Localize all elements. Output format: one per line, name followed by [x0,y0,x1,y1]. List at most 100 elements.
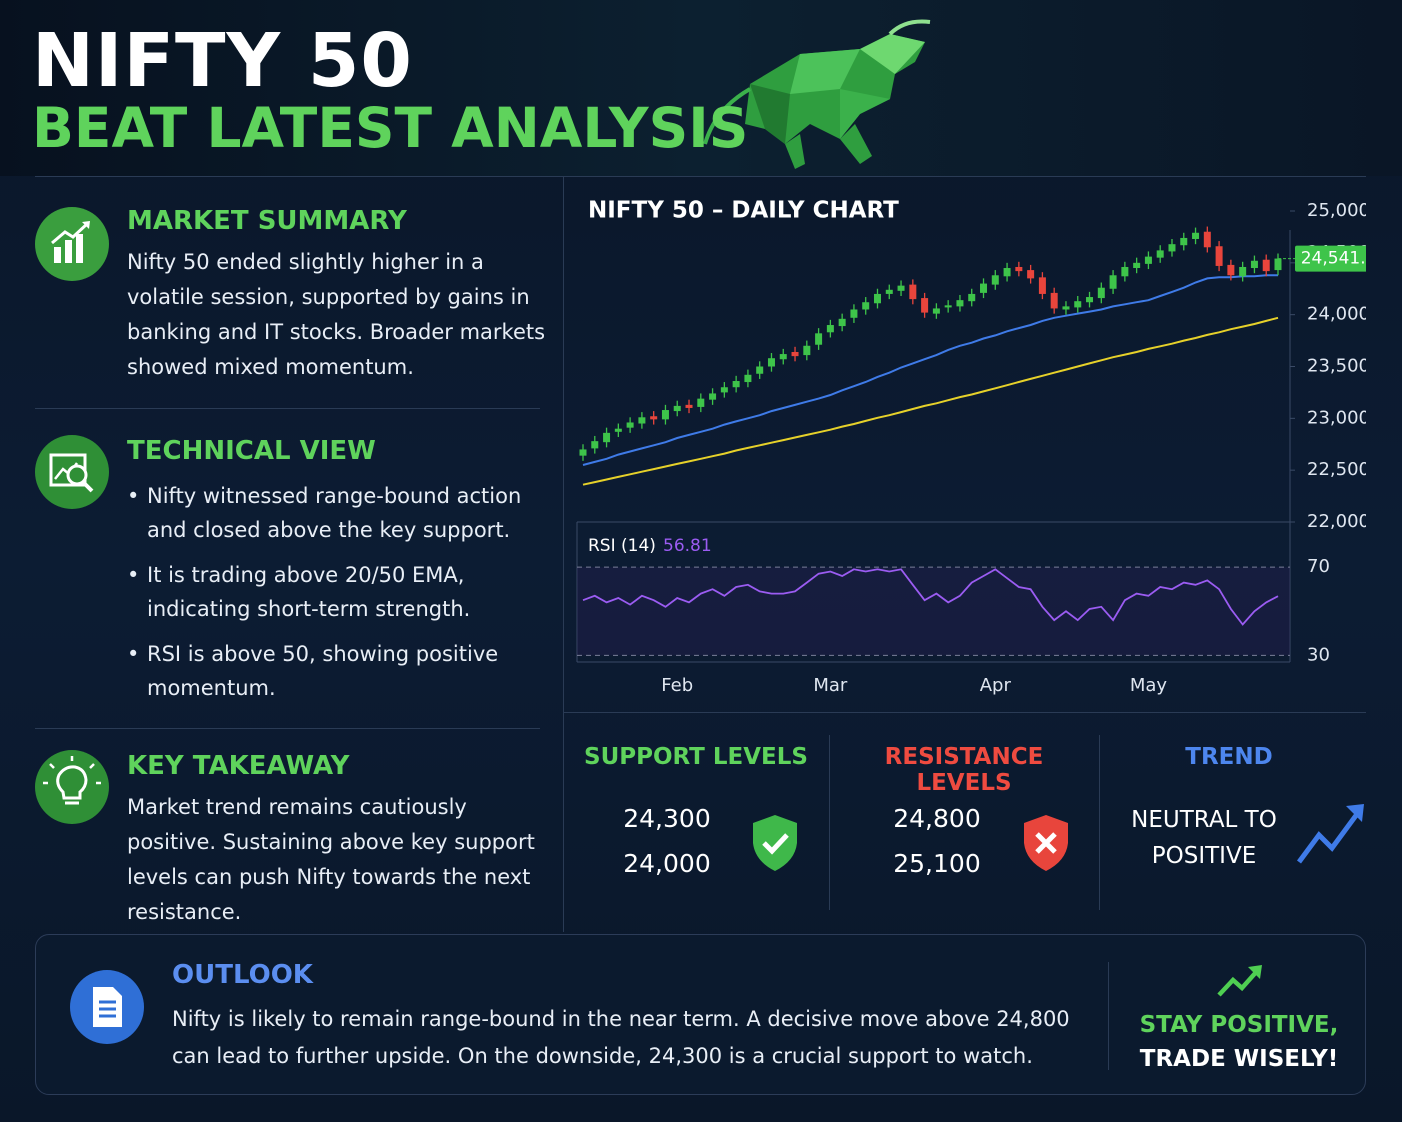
shield-check-icon [753,815,797,871]
outlook-text: Nifty is likely to remain range-bound in… [172,1007,1070,1068]
candle-body [1121,266,1129,277]
candle-body [1003,268,1011,277]
candle-body [732,381,740,388]
candle-body [826,325,834,333]
y-tick-label: 23,500 [1307,356,1366,377]
x-tick-label: May [1130,675,1168,696]
header-bg [0,0,1402,176]
summary-icon [35,207,109,281]
candle-body [1156,250,1164,258]
section-text: Nifty 50 ended slightly higher in a vola… [127,250,546,379]
candle-body [1274,258,1282,271]
candle-body [850,309,858,318]
candle-body [1038,277,1046,294]
section-text: Market trend remains cautiously positive… [127,795,535,924]
candle-body [1062,306,1070,310]
x-tick-label: Mar [813,675,848,696]
y-tick-label: 22,500 [1307,459,1366,480]
outlook-box [35,934,1366,1095]
divider [35,176,1366,177]
candle-body [756,366,764,374]
rsi-label: RSI (14) [588,536,656,556]
candle-body [709,393,717,400]
bullet: Nifty witnessed range-bound action and c… [127,479,527,547]
candle-body [956,300,964,307]
y-tick-label: 22,000 [1307,511,1366,532]
outlook-title: OUTLOOK [172,960,313,990]
divider [1099,735,1100,910]
candle-body [1250,260,1258,269]
candle-body [897,285,905,291]
document-icon [70,970,144,1044]
candle-body [614,428,622,432]
chart: NIFTY 50 – DAILY CHART 25,00024,50024,00… [576,198,1366,696]
candle-body [862,302,870,310]
x-tick-label: Apr [980,675,1012,696]
candle-body [1192,232,1200,239]
level-title: TREND [1185,744,1273,770]
candle-body [1086,297,1094,303]
bullet: RSI is above 50, showing positive moment… [127,637,527,705]
candle-body [1262,259,1270,272]
divider [829,735,830,910]
candle-body [1133,262,1141,269]
divider [35,728,540,729]
ema-line [582,316,1279,486]
bullet: It is trading above 20/50 EMA, indicatin… [127,558,527,626]
takeaway-icon [35,750,109,824]
section-title: MARKET SUMMARY [127,206,407,236]
page-subtitle: BEAT LATEST ANALYSIS [32,96,749,160]
candle-body [1097,287,1105,299]
candle-body [661,410,669,420]
candle-body [838,318,846,327]
level-value: 25,100 [893,849,981,878]
trend-text: NEUTRAL TO POSITIVE [1131,807,1277,869]
candle-body [685,404,693,408]
candle-body [791,351,799,357]
chart-title: NIFTY 50 – DAILY CHART [588,198,899,224]
level-value: 24,300 [623,804,711,833]
rsi-band [577,567,1290,656]
candle-body [779,354,787,360]
y-tick-label: 25,000 [1307,200,1366,221]
motto-line: TRADE WISELY! [1139,1046,1339,1072]
section-title: TECHNICAL VIEW [127,436,376,466]
candle-body [673,405,681,412]
section-title: KEY TAKEAWAY [127,751,350,781]
last-price-tag [1295,245,1366,272]
candle-body [744,374,752,383]
candle-body [885,289,893,294]
candle-body [1180,237,1188,246]
level-title: SUPPORT LEVELS [584,744,808,770]
candle-body [1215,246,1223,266]
candle-body [1203,231,1211,248]
ema-line [582,274,1278,466]
candle-body [638,417,646,424]
candle-body [1144,256,1152,264]
motto-line: STAY POSITIVE, [1139,1012,1339,1038]
candle-body [921,298,929,313]
y-tick-label: 24,000 [1307,304,1366,325]
rsi-line [582,568,1279,626]
bullet-list: Nifty witnessed range-bound action and c… [127,479,527,716]
divider [1108,962,1109,1070]
rsi-tick-label: 70 [1307,556,1330,577]
rsi-tick-label: 30 [1307,644,1330,665]
candle-body [650,416,658,420]
candle-body [1109,275,1117,289]
level-value: 24,800 [893,804,981,833]
candle-body [991,275,999,285]
up-arrow-icon [1217,965,1262,997]
page-title: NIFTY 50 [32,18,413,104]
candle-body [767,358,775,367]
x-tick-label: Feb [661,675,693,696]
candle-body [1168,244,1176,252]
candle-body [626,422,634,428]
rsi-value: 56.81 [663,536,712,556]
bull-illustration [703,19,931,169]
divider [563,712,1366,713]
candle-body [579,449,587,456]
candle-body [980,283,988,293]
y-tick-label: 23,000 [1307,407,1366,428]
candle-body [932,308,940,314]
